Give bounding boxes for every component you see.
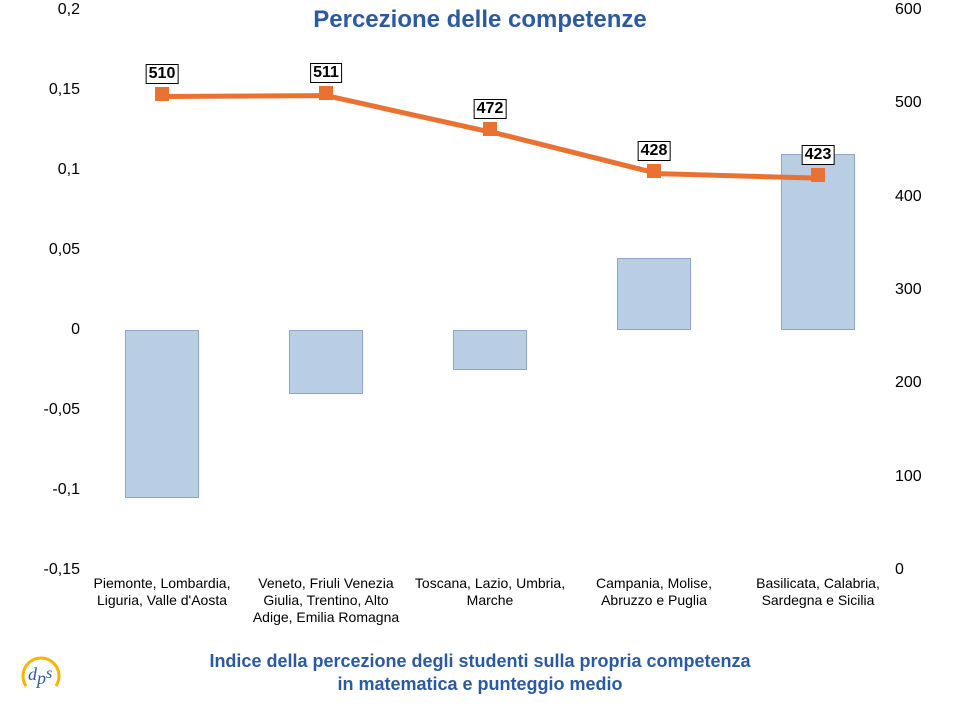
data-label: 423 <box>802 145 835 165</box>
caption-line1: Indice della percezione degli studenti s… <box>209 651 750 671</box>
left-axis-tick: 0,05 <box>20 241 80 259</box>
category-label: Piemonte, Lombardia, Liguria, Valle d'Ao… <box>80 575 244 609</box>
right-axis-tick: 500 <box>895 94 955 112</box>
category-label: Veneto, Friuli Venezia Giulia, Trentino,… <box>244 575 408 625</box>
chart-caption: Indice della percezione degli studenti s… <box>0 650 960 697</box>
left-axis-tick: 0,15 <box>20 81 80 99</box>
chart-container: Percezione delle competenze -0,15-0,1-0,… <box>0 0 960 719</box>
right-axis-tick: 600 <box>895 1 955 19</box>
x-axis-categories: Piemonte, Lombardia, Liguria, Valle d'Ao… <box>80 575 900 645</box>
left-axis-tick: 0,2 <box>20 1 80 19</box>
left-y-axis: -0,15-0,1-0,0500,050,10,150,2 <box>20 10 80 570</box>
left-axis-tick: -0,15 <box>20 561 80 579</box>
category-label: Campania, Molise, Abruzzo e Puglia <box>572 575 736 609</box>
data-labels-layer: 510 511 472 428 423 <box>80 10 900 570</box>
data-label: 472 <box>474 99 507 119</box>
plot-area: -0,15-0,1-0,0500,050,10,150,2 0100200300… <box>80 10 900 570</box>
right-axis-tick: 400 <box>895 188 955 206</box>
left-axis-tick: 0,1 <box>20 161 80 179</box>
right-axis-tick: 0 <box>895 561 955 579</box>
category-label: Basilicata, Calabria, Sardegna e Sicilia <box>736 575 900 609</box>
data-label: 511 <box>310 63 342 83</box>
right-y-axis: 0100200300400500600 <box>895 10 955 570</box>
right-axis-tick: 200 <box>895 374 955 392</box>
dps-logo: d p s <box>20 650 62 692</box>
left-axis-tick: 0 <box>20 321 80 339</box>
data-label: 510 <box>146 64 179 84</box>
data-label: 428 <box>638 141 671 161</box>
category-label: Toscana, Lazio, Umbria, Marche <box>408 575 572 609</box>
right-axis-tick: 100 <box>895 468 955 486</box>
caption-line2: in matematica e punteggio medio <box>337 674 622 694</box>
left-axis-tick: -0,1 <box>20 481 80 499</box>
svg-text:p: p <box>35 668 46 688</box>
svg-text:s: s <box>46 665 52 682</box>
left-axis-tick: -0,05 <box>20 401 80 419</box>
right-axis-tick: 300 <box>895 281 955 299</box>
